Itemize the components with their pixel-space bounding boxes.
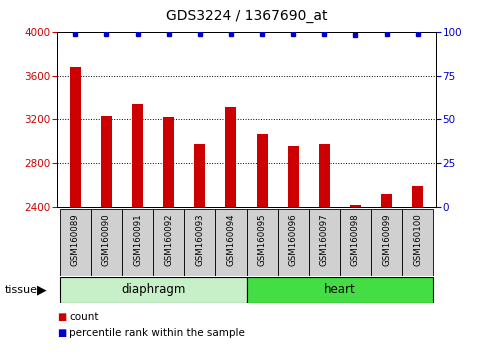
Bar xyxy=(319,144,330,207)
Bar xyxy=(246,277,433,303)
Text: percentile rank within the sample: percentile rank within the sample xyxy=(69,328,245,338)
Bar xyxy=(70,67,81,207)
Text: GSM160094: GSM160094 xyxy=(226,213,236,266)
Text: GSM160098: GSM160098 xyxy=(351,213,360,266)
Bar xyxy=(371,209,402,276)
Text: tissue: tissue xyxy=(5,285,38,295)
Bar xyxy=(381,194,392,207)
Text: GSM160100: GSM160100 xyxy=(413,213,422,266)
Text: ■: ■ xyxy=(57,328,66,338)
Text: count: count xyxy=(69,312,99,322)
Bar xyxy=(402,209,433,276)
Bar xyxy=(288,146,299,207)
Bar xyxy=(153,209,184,276)
Bar xyxy=(340,209,371,276)
Text: ■: ■ xyxy=(57,312,66,322)
Text: GSM160089: GSM160089 xyxy=(71,213,80,266)
Text: GSM160095: GSM160095 xyxy=(257,213,267,266)
Text: heart: heart xyxy=(324,284,356,296)
Text: GSM160090: GSM160090 xyxy=(102,213,111,266)
Text: GSM160092: GSM160092 xyxy=(164,213,173,266)
Bar xyxy=(225,107,236,207)
Text: GSM160093: GSM160093 xyxy=(195,213,204,266)
Bar xyxy=(60,209,91,276)
Text: GSM160097: GSM160097 xyxy=(320,213,329,266)
Bar xyxy=(184,209,215,276)
Bar xyxy=(91,209,122,276)
Bar xyxy=(163,117,174,207)
Text: GSM160096: GSM160096 xyxy=(289,213,298,266)
Bar xyxy=(412,186,423,207)
Text: ▶: ▶ xyxy=(37,284,47,296)
Bar xyxy=(350,205,361,207)
Bar xyxy=(215,209,246,276)
Bar xyxy=(60,277,246,303)
Text: GSM160091: GSM160091 xyxy=(133,213,142,266)
Bar xyxy=(132,104,143,207)
Bar xyxy=(194,144,205,207)
Bar xyxy=(122,209,153,276)
Bar xyxy=(309,209,340,276)
Bar xyxy=(246,209,278,276)
Bar xyxy=(257,134,268,207)
Text: GDS3224 / 1367690_at: GDS3224 / 1367690_at xyxy=(166,9,327,23)
Bar xyxy=(101,116,112,207)
Text: diaphragm: diaphragm xyxy=(121,284,185,296)
Bar xyxy=(278,209,309,276)
Text: GSM160099: GSM160099 xyxy=(382,213,391,266)
